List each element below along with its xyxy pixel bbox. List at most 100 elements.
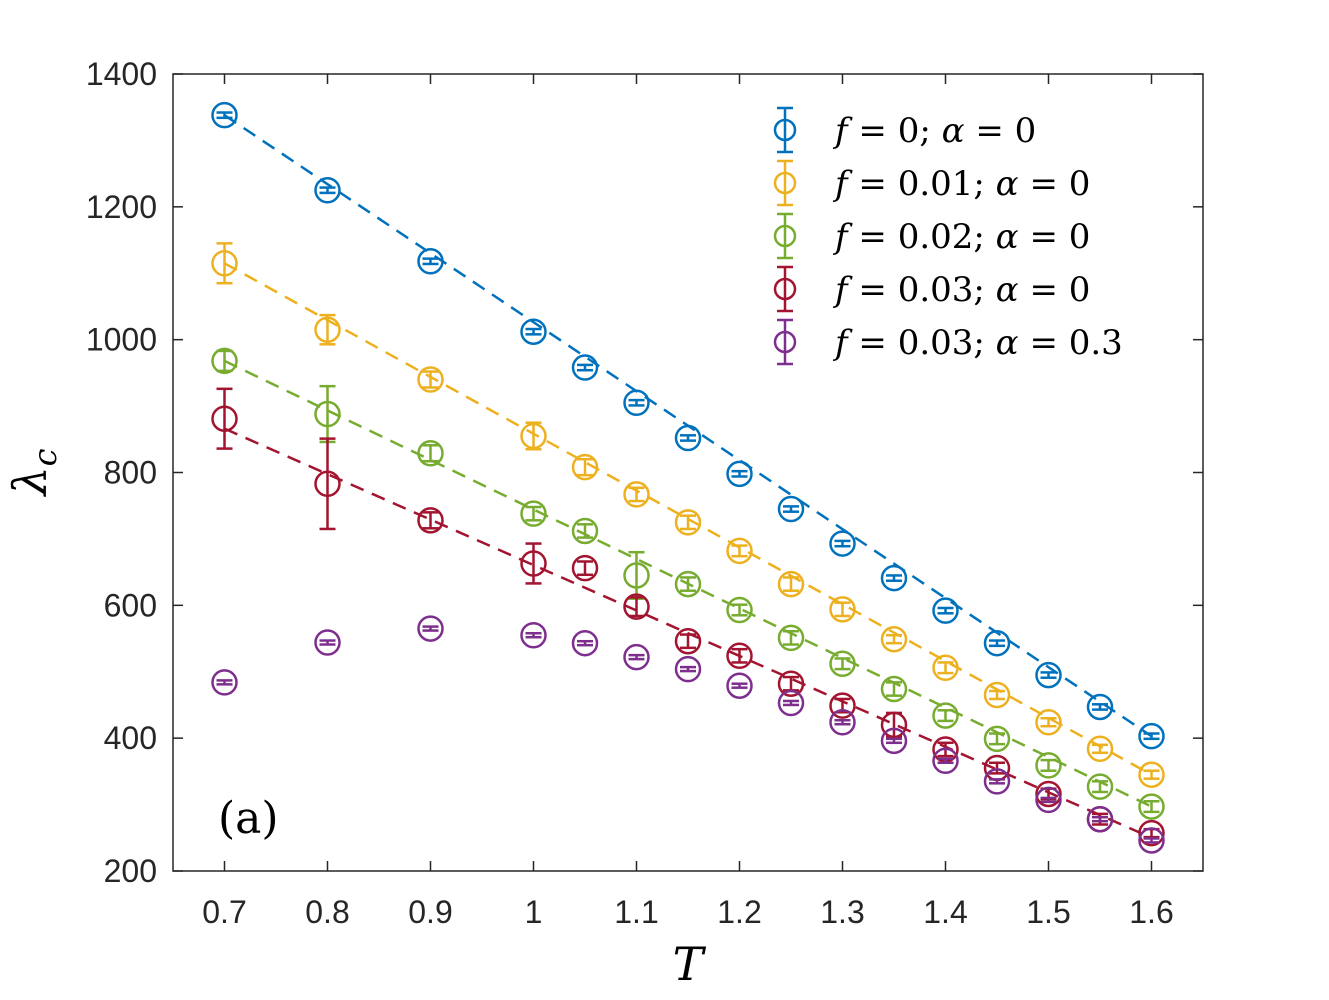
legend: f = 0; α = 0 f = 0.01; α = 0 f = 0.02; α =… bbox=[773, 106, 1123, 366]
data-point bbox=[314, 437, 341, 531]
data-point bbox=[1035, 752, 1062, 779]
marker bbox=[880, 625, 908, 653]
legend-marker bbox=[773, 118, 797, 142]
marker bbox=[880, 727, 908, 755]
marker bbox=[932, 702, 959, 729]
marker bbox=[314, 176, 341, 204]
x-axis-label: T bbox=[673, 937, 707, 991]
data-point bbox=[623, 550, 650, 600]
data-point bbox=[571, 354, 599, 381]
fit-line-series-4 bbox=[223, 427, 1153, 839]
legend-item-5: f = 0.03; α = 0.3 bbox=[773, 318, 1123, 366]
marker bbox=[777, 495, 805, 523]
data-point bbox=[417, 439, 444, 467]
y-tick-label: 400 bbox=[104, 720, 157, 756]
marker bbox=[1086, 735, 1114, 763]
marker bbox=[417, 248, 444, 275]
marker bbox=[417, 366, 444, 393]
data-point bbox=[1035, 661, 1062, 689]
marker bbox=[777, 689, 805, 717]
marker bbox=[211, 669, 238, 696]
data-point bbox=[983, 725, 1011, 753]
marker bbox=[211, 405, 238, 432]
y-tick-label: 800 bbox=[104, 455, 157, 491]
marker bbox=[983, 629, 1011, 657]
marker bbox=[520, 318, 547, 345]
data-point bbox=[520, 500, 547, 527]
marker bbox=[623, 593, 650, 620]
data-point bbox=[1138, 793, 1165, 820]
marker bbox=[880, 675, 908, 703]
legend-item-1: f = 0; α = 0 bbox=[773, 106, 1036, 154]
marker bbox=[674, 424, 702, 452]
marker bbox=[777, 570, 805, 598]
x-tick-label: 1.2 bbox=[717, 894, 761, 930]
data-point bbox=[1035, 786, 1062, 814]
marker bbox=[674, 570, 702, 598]
marker bbox=[571, 629, 599, 657]
marker bbox=[777, 670, 805, 697]
y-axis-label-subscript: c bbox=[26, 448, 64, 466]
marker bbox=[623, 389, 650, 417]
data-point bbox=[623, 593, 650, 620]
marker bbox=[211, 101, 238, 129]
legend-item-4: f = 0.03; α = 0 bbox=[773, 265, 1090, 313]
marker bbox=[726, 642, 753, 670]
data-point bbox=[211, 669, 238, 696]
series-3 bbox=[211, 347, 1165, 820]
data-point bbox=[211, 101, 238, 129]
y-axis-label: λc bbox=[3, 448, 64, 497]
data-point bbox=[726, 537, 753, 565]
marker bbox=[1138, 827, 1165, 854]
data-point bbox=[211, 242, 238, 285]
marker bbox=[314, 316, 341, 343]
x-tick-label: 0.9 bbox=[408, 894, 452, 930]
data-point bbox=[777, 570, 805, 598]
y-tick-label: 1000 bbox=[86, 322, 157, 358]
data-point bbox=[880, 727, 908, 755]
data-point bbox=[520, 421, 547, 451]
data-point bbox=[983, 629, 1011, 657]
y-tick-label: 200 bbox=[104, 853, 157, 889]
marker bbox=[211, 347, 238, 375]
data-point bbox=[726, 642, 753, 670]
marker bbox=[571, 517, 599, 545]
marker bbox=[932, 747, 959, 774]
legend-label: f = 0.03; α = 0.3 bbox=[832, 323, 1123, 363]
marker bbox=[1138, 793, 1165, 820]
marker bbox=[829, 708, 856, 736]
data-point bbox=[314, 313, 341, 346]
marker bbox=[983, 681, 1011, 709]
data-point bbox=[571, 554, 599, 582]
marker bbox=[520, 422, 547, 450]
data-point bbox=[880, 675, 908, 703]
data-point bbox=[520, 542, 547, 585]
data-points bbox=[211, 101, 1165, 854]
data-point bbox=[726, 596, 753, 624]
data-point bbox=[983, 681, 1011, 709]
data-point bbox=[314, 629, 341, 656]
data-point bbox=[829, 708, 856, 736]
marker bbox=[623, 562, 650, 589]
series-2 bbox=[211, 242, 1165, 788]
data-point bbox=[1035, 708, 1062, 736]
marker bbox=[623, 481, 650, 508]
data-point bbox=[520, 621, 547, 649]
x-tick-label: 0.8 bbox=[305, 894, 349, 930]
legend-marker bbox=[773, 277, 797, 301]
marker bbox=[571, 354, 599, 381]
data-point bbox=[932, 654, 959, 682]
data-point bbox=[932, 597, 959, 624]
legend-label: f = 0; α = 0 bbox=[832, 111, 1036, 151]
data-point bbox=[1086, 805, 1114, 833]
data-point bbox=[623, 643, 650, 671]
marker bbox=[726, 596, 753, 624]
marker bbox=[674, 655, 702, 683]
marker bbox=[1138, 819, 1165, 847]
data-point bbox=[777, 624, 805, 652]
axis-ticks bbox=[173, 73, 1203, 872]
data-point bbox=[417, 507, 444, 534]
series-5 bbox=[211, 615, 1165, 854]
data-point bbox=[726, 672, 753, 699]
marker bbox=[314, 629, 341, 656]
